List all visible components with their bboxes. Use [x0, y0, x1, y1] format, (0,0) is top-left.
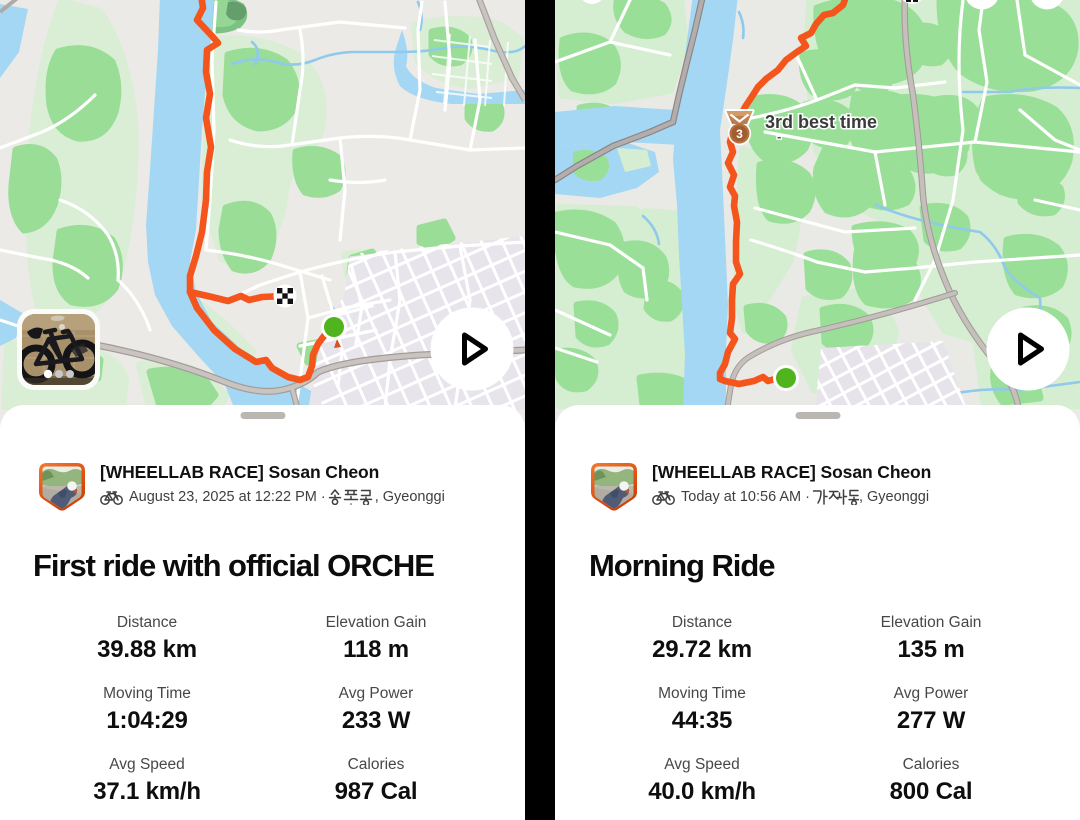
svg-text:3rd best time: 3rd best time [765, 112, 877, 132]
svg-text:-: - [777, 129, 781, 144]
svg-text:3: 3 [736, 127, 743, 141]
